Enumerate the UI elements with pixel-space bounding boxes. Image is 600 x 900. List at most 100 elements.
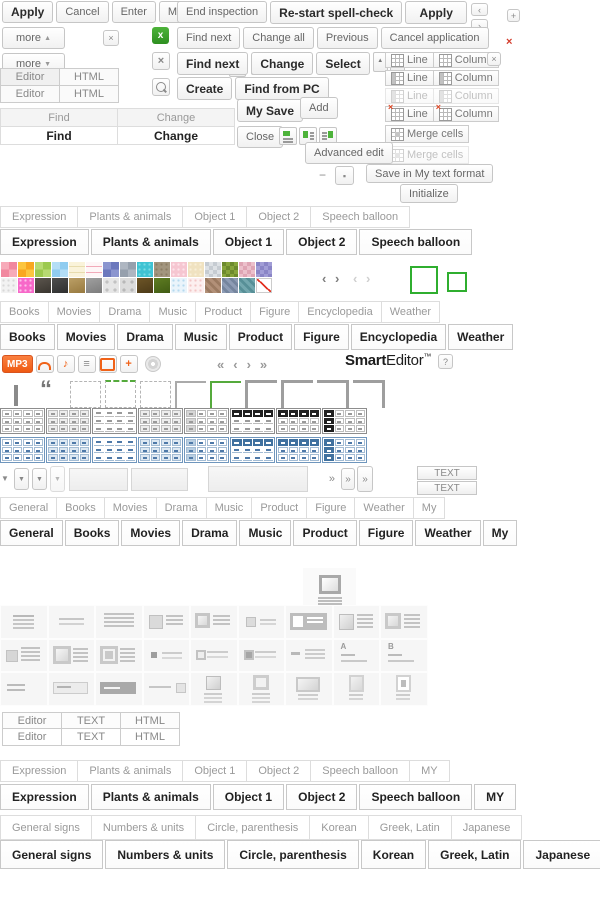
cancel-application-button[interactable]: Cancel application (380, 27, 489, 49)
border-style-tile[interactable] (175, 381, 206, 408)
layout-template-tile[interactable] (142, 672, 190, 706)
color-swatch[interactable] (1, 262, 17, 277)
close-icon-3[interactable]: × (487, 52, 501, 66)
layout-template-tile[interactable] (332, 672, 380, 706)
signs-tab[interactable]: Japanese (523, 840, 600, 869)
color-swatch[interactable] (69, 278, 85, 293)
layout-template-tile[interactable] (142, 638, 190, 672)
find-next-button[interactable]: Find next (177, 27, 241, 49)
general-tab[interactable]: General (0, 520, 63, 546)
color-swatch[interactable] (137, 262, 153, 277)
table-style-thumb[interactable] (230, 408, 275, 434)
color-swatch[interactable] (35, 278, 51, 293)
border-style-tile[interactable] (210, 381, 241, 408)
tv-icon[interactable] (98, 355, 117, 373)
previous-button[interactable]: Previous (316, 27, 378, 49)
border-style-tile[interactable] (105, 380, 136, 408)
table-style-thumb[interactable] (138, 437, 183, 463)
media-tab[interactable]: Music (149, 301, 197, 323)
table-style-thumb[interactable] (138, 408, 183, 434)
table-style-thumb[interactable] (184, 408, 229, 434)
insert-column-button[interactable]: Column (432, 102, 499, 122)
general-tab[interactable]: Drama (155, 497, 207, 519)
signs-tab[interactable]: Korean (309, 815, 369, 840)
media-tab[interactable]: Encyclopedia (350, 324, 447, 350)
prev-page-button[interactable]: ‹ (471, 3, 488, 16)
sticker-my-tab[interactable]: Speech balloon (359, 784, 473, 810)
signs-tab[interactable]: Numbers & units (90, 815, 197, 840)
signs-tab[interactable]: Korean (360, 840, 427, 869)
color-swatch[interactable] (120, 262, 136, 277)
table-style-thumb[interactable] (92, 408, 137, 434)
border-style-tile[interactable] (317, 380, 349, 408)
layout-template-tile[interactable]: B (380, 638, 428, 672)
media-tab[interactable]: Movies (56, 324, 116, 350)
enter-button[interactable]: Enter (111, 1, 156, 23)
restore-window-icon[interactable]: ▪ (335, 166, 354, 185)
layout-template-tile[interactable] (237, 605, 285, 639)
sticker-my-tab[interactable]: Speech balloon (310, 760, 411, 782)
size-dropdown-button[interactable]: ▼ (31, 468, 47, 490)
sticker-my-tab[interactable]: Object 2 (246, 760, 312, 782)
general-tab[interactable]: Weather (415, 520, 481, 546)
layout-template-tile[interactable] (285, 672, 333, 706)
sticker-tab[interactable]: Expression (0, 206, 79, 228)
color-swatch[interactable] (69, 262, 85, 277)
color-swatch[interactable] (18, 278, 34, 293)
table-style-thumb[interactable] (184, 437, 229, 463)
layout-template-tile[interactable]: A (332, 638, 380, 672)
general-tab[interactable]: Movies (121, 520, 181, 546)
apply-button-2[interactable]: Apply (405, 1, 468, 24)
tab-find[interactable]: Find (0, 108, 118, 127)
mode-tab[interactable]: Editor (2, 728, 62, 746)
media-tab[interactable]: Figure (250, 301, 300, 323)
help-button[interactable]: ? (438, 354, 453, 369)
headphones-icon[interactable] (35, 355, 54, 373)
insert-line-button[interactable]: Line (385, 102, 434, 122)
font-dropdown-button[interactable]: ▼ (13, 468, 29, 490)
search-icon[interactable] (152, 78, 170, 96)
color-swatch[interactable] (120, 278, 136, 293)
general-tab[interactable]: Movies (103, 497, 157, 519)
sticker-my-tab[interactable]: Plants & animals (77, 760, 184, 782)
general-tab[interactable]: Music (239, 520, 292, 546)
disc-icon[interactable] (144, 356, 161, 372)
sticker-tab[interactable]: Speech balloon (359, 229, 473, 255)
insert-line-button[interactable]: Line (385, 52, 434, 68)
playlist-icon[interactable]: ≡ (77, 355, 96, 373)
media-tab[interactable]: Encyclopedia (298, 301, 382, 323)
layout-template-tile[interactable] (285, 605, 333, 639)
close-icon[interactable]: × (103, 30, 119, 46)
signs-tab[interactable]: General signs (0, 815, 92, 840)
media-tab[interactable]: Product (228, 324, 293, 350)
sticker-tab[interactable]: Object 1 (182, 206, 248, 228)
color-swatch[interactable] (205, 262, 221, 277)
selection-box-small[interactable] (447, 272, 467, 292)
table-style-thumb[interactable] (322, 437, 367, 463)
text-mode-button-2[interactable]: TEXT (417, 481, 477, 495)
add-item-button[interactable]: + (507, 9, 520, 22)
media-tab[interactable]: Drama (99, 301, 151, 323)
mode-tab[interactable]: HTML (120, 712, 180, 730)
general-tab[interactable]: Drama (182, 520, 238, 546)
apply-button[interactable]: Apply (2, 1, 54, 23)
palette-next-icon[interactable]: › (335, 271, 340, 286)
sticker-my-tab[interactable]: Object 1 (212, 784, 285, 810)
color-swatch[interactable] (256, 278, 272, 293)
general-tab[interactable]: Music (205, 497, 253, 519)
create-button[interactable]: Create (177, 77, 233, 100)
sticker-my-tab[interactable]: MY (409, 760, 450, 782)
layout-template-tile[interactable] (47, 672, 95, 706)
vertical-line-style[interactable] (14, 385, 18, 406)
prev-page-icon[interactable]: ‹ (233, 357, 238, 372)
border-style-tile[interactable] (140, 381, 171, 408)
advanced-edit-button[interactable]: Advanced edit (305, 142, 393, 164)
end-inspection-button[interactable]: End inspection (177, 1, 268, 23)
color-swatch[interactable] (86, 278, 102, 293)
next-page-icon[interactable]: › (246, 357, 251, 372)
color-swatch[interactable] (52, 262, 68, 277)
restart-spell-check-button[interactable]: Re-start spell-check (270, 1, 403, 24)
table-style-thumb[interactable] (92, 437, 137, 463)
layout-template-tile[interactable] (142, 605, 190, 639)
insert-line-button[interactable]: Line (385, 88, 434, 104)
